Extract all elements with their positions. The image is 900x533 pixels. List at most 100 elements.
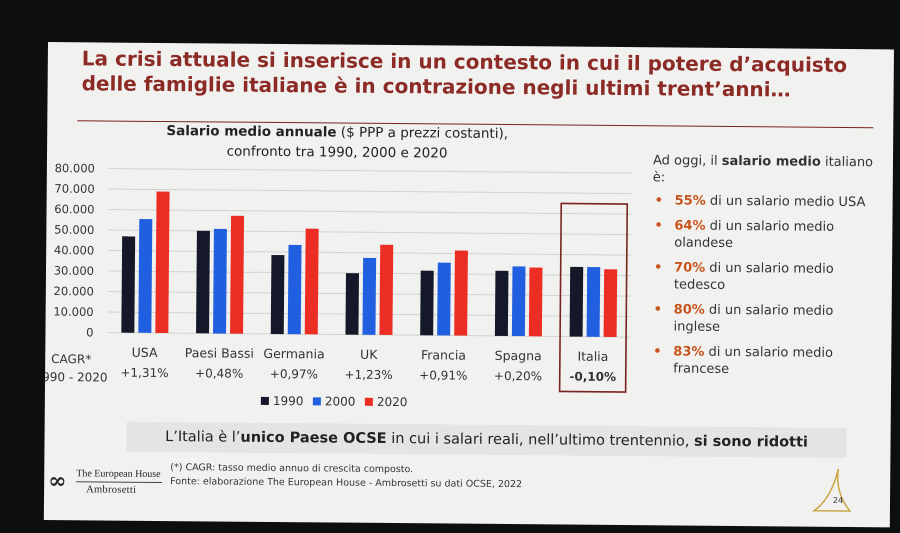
chart-title-bold: Salario medio annuale: [166, 123, 337, 141]
side-item-text: di un salario medio USA: [705, 193, 866, 211]
category-label: Italia: [577, 349, 608, 364]
cagr-value: -0,10%: [569, 370, 616, 384]
cagr-value: +0,91%: [419, 368, 467, 382]
bullet-icon: •: [654, 193, 664, 209]
y-tick-label: 30.000: [54, 264, 94, 278]
bar-2020: [454, 250, 468, 336]
logo-line1: The European House: [76, 468, 161, 480]
footnote: (*) CAGR: tasso medio annuo di crescita …: [170, 461, 522, 492]
y-tick-label: 60.000: [54, 202, 94, 216]
bar-2000: [138, 219, 153, 333]
legend-swatch-2020: [364, 397, 373, 406]
bullet-icon: •: [653, 260, 663, 276]
bar-2000: [437, 262, 451, 336]
category-label: UK: [360, 347, 378, 362]
cagr-period-label: 1990 - 2020: [45, 370, 108, 385]
side-intro-bold: salario medio: [721, 153, 821, 170]
bar-2000: [362, 257, 377, 335]
legend-label-2020: 2020: [377, 395, 408, 409]
bullet-icon: •: [653, 344, 662, 360]
bar-1990: [494, 270, 509, 337]
category-label: Spagna: [495, 348, 542, 363]
gridline: [108, 168, 632, 174]
category-label: Germania: [263, 346, 324, 362]
ambrosetti-logo: ∞ The European House Ambrosetti: [48, 460, 164, 501]
side-intro-text-1: Ad oggi, il: [652, 153, 722, 169]
bullet-icon: •: [653, 302, 663, 318]
page-number: 24: [833, 496, 843, 505]
bar-2020: [230, 215, 245, 334]
source-note: Fonte: elaborazione The European House -…: [170, 476, 523, 491]
side-item-pct: 80%: [673, 302, 705, 318]
bar-2000: [511, 266, 526, 337]
legend-label-1990: 1990: [273, 394, 304, 408]
bar-2020: [379, 244, 394, 336]
category-label: USA: [132, 345, 158, 360]
side-panel: Ad oggi, il salario medio italiano è: • 5…: [651, 152, 883, 387]
chart-title-rest: ($ PPP a prezzi costanti),: [336, 124, 509, 143]
y-tick-label: 20.000: [54, 284, 94, 298]
chart-title: Salario medio annuale ($ PPP a prezzi co…: [157, 121, 517, 164]
logo-divider: [76, 481, 163, 484]
y-tick-label: 0: [86, 325, 93, 339]
category-label: Francia: [421, 347, 466, 362]
cagr-value: +0,97%: [270, 367, 318, 381]
bar-1990: [196, 230, 210, 334]
cagr-value: +0,48%: [195, 366, 243, 380]
slide: La crisi attuale si inserisce in un cont…: [43, 42, 894, 528]
bar-1990: [121, 236, 136, 333]
side-item-pct: 70%: [673, 260, 706, 276]
gridline: [108, 188, 632, 195]
side-item: • 70% di un salario medio tedesco: [652, 259, 882, 295]
italia-highlight-box: [558, 202, 629, 393]
y-tick-label: 10.000: [53, 305, 93, 319]
cagr-value: +1,31%: [120, 366, 168, 380]
cagr-value: +1,23%: [344, 368, 392, 382]
banner-bold-2: si sono ridotti: [693, 433, 808, 451]
bar-2020: [304, 228, 319, 335]
bar-2020: [603, 269, 618, 337]
bar-2000: [287, 244, 302, 335]
category-label: Paesi Bassi: [185, 345, 254, 361]
side-item-pct: 83%: [673, 344, 705, 360]
bar-chart: 0 10.000 20.000 30.000 40.000 50.000 60.000 70.…: [45, 161, 632, 409]
banner-text-2: in cui i salari reali, nell’ultimo trent…: [386, 430, 695, 450]
cagr-label: CAGR*: [51, 352, 91, 366]
conclusion-banner: L’Italia è l’unico Paese OCSE in cui i s…: [126, 421, 847, 458]
legend-label-2000: 2000: [325, 394, 356, 408]
y-tick-label: 80.000: [55, 161, 95, 175]
y-tick-label: 70.000: [54, 182, 94, 196]
side-item: • 64% di un salario medio olandese: [652, 217, 882, 253]
page-badge: 24: [811, 468, 852, 512]
bar-2020: [528, 267, 543, 337]
cagr-value: +0,20%: [494, 369, 542, 383]
y-tick-label: 50.000: [54, 223, 94, 237]
y-tick-label: 40.000: [54, 243, 94, 257]
bar-1990: [420, 270, 434, 336]
side-item-pct: 64%: [674, 218, 706, 234]
banner-bold-1: unico Paese OCSE: [240, 429, 387, 447]
sail-icon: [811, 468, 852, 512]
legend-swatch-1990: [260, 396, 269, 405]
side-item: • 80% di un salario medio inglese: [651, 301, 881, 337]
side-item: • 83% di un salario medio francese: [651, 343, 881, 379]
bar-1990: [270, 255, 285, 335]
legend-swatch-2000: [312, 397, 321, 406]
side-item-pct: 55%: [674, 193, 706, 209]
gridline: [108, 209, 632, 215]
banner-text-1: L’Italia è l’: [165, 429, 241, 446]
bar-1990: [569, 266, 584, 337]
bar-2000: [586, 267, 601, 337]
bar-2020: [155, 191, 170, 334]
logo-line2: Ambrosetti: [86, 484, 137, 496]
bullet-icon: •: [654, 218, 663, 234]
side-list: • 55% di un salario medio USA • 64% di un s…: [651, 192, 883, 379]
side-item: • 55% di un salario medio USA: [653, 192, 883, 211]
slide-title: La crisi attuale si inserisce in un cont…: [81, 46, 848, 102]
gridline: [108, 250, 632, 256]
bar-1990: [345, 273, 359, 335]
bar-2000: [213, 228, 227, 334]
logo-mark-icon: ∞: [48, 468, 67, 495]
side-panel-intro: Ad oggi, il salario medio italiano è:: [653, 152, 883, 188]
gridline: [108, 229, 632, 236]
